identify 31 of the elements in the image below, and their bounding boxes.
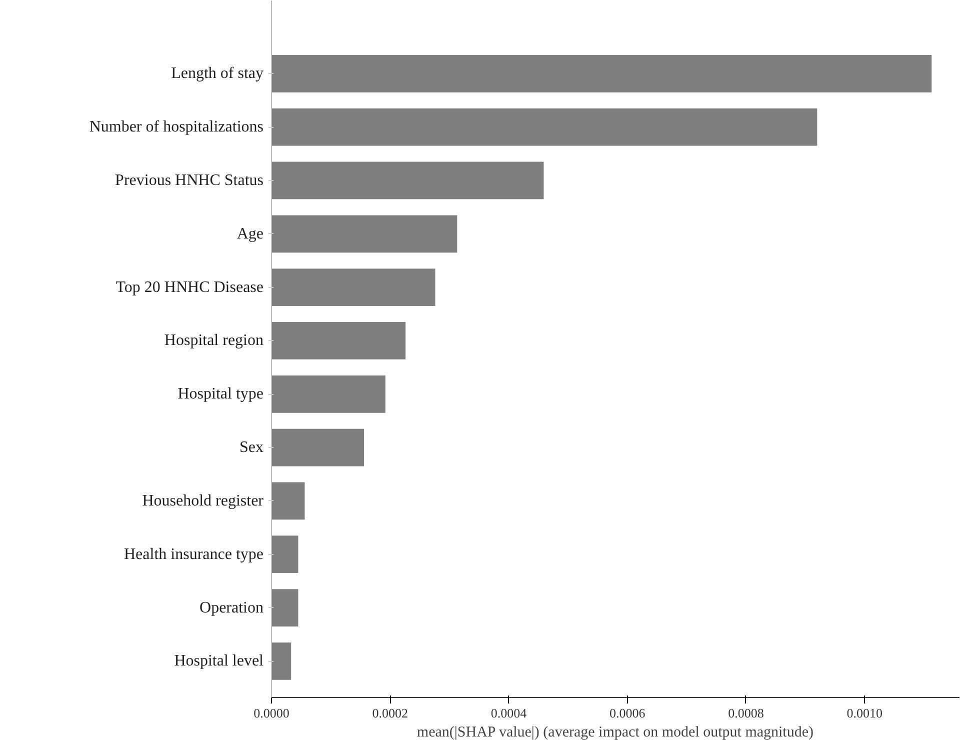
bar [272,162,544,200]
x-axis-title: mean(|SHAP value|) (average impact on model output magnitude) [416,724,814,740]
bar [272,322,406,360]
x-tick-label: 0.0004 [490,706,528,720]
y-tick-label: Household register [142,492,264,510]
bar [272,482,305,520]
x-tick-label: 0.0006 [609,706,646,720]
bar [272,536,298,574]
y-tick-label: Length of stay [171,65,264,82]
y-tick-label: Hospital type [178,386,264,403]
y-tick-label: Sex [240,439,264,456]
bar [272,268,436,306]
bar [272,375,386,413]
x-tick-label: 0.0000 [254,706,290,720]
y-tick-label: Previous HNHC Status [115,172,264,189]
bar [272,589,298,626]
x-tick-label: 0.0008 [728,706,764,720]
bar [272,428,364,466]
y-tick-label: Hospital level [174,652,264,670]
y-tick-label: Health insurance type [124,546,264,563]
bar [272,642,292,680]
bar [272,215,458,253]
y-tick-label: Top 20 HNHC Disease [116,278,264,296]
x-tick-label: 0.0002 [372,706,408,720]
y-tick-label: Age [236,225,264,242]
bar [272,108,818,146]
y-tick-label: Number of hospitalizations [89,118,264,136]
x-tick-label: 0.0010 [846,706,882,720]
bar [272,54,932,92]
y-tick-label: Operation [200,599,264,616]
y-tick-label: Hospital region [164,332,264,350]
